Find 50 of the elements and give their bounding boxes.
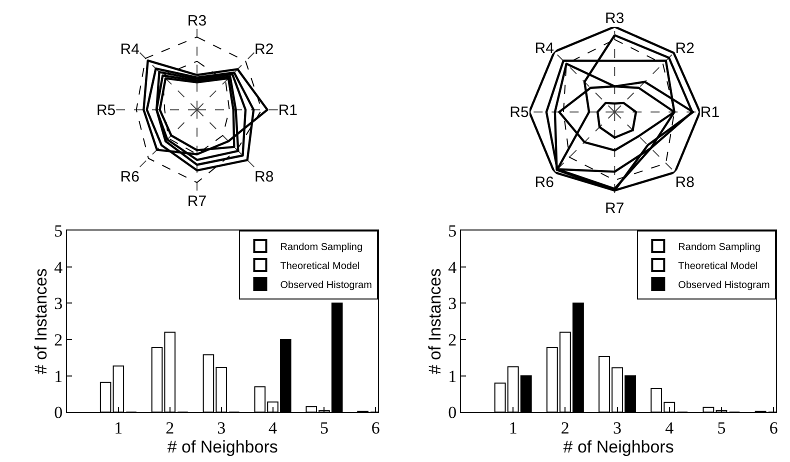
x-tick-label: 6 (371, 418, 380, 438)
x-tick-label: 3 (613, 418, 622, 438)
x-tick-label: 1 (114, 418, 123, 438)
legend-label: Random Sampling (678, 242, 760, 253)
spoke-label: R7 (605, 200, 624, 217)
y-tick-label: 3 (54, 294, 63, 314)
x-axis-title: # of Neighbors (167, 438, 278, 457)
spoke-label: R7 (187, 193, 207, 210)
y-tick-label: 0 (54, 403, 63, 422)
x-tick-label: 5 (320, 418, 328, 438)
y-tick-label: 2 (448, 330, 457, 350)
y-tick-label: 4 (448, 258, 458, 277)
y-axis-title: # of Instances (426, 268, 445, 374)
y-tick-label: 4 (54, 258, 64, 277)
x-tick-label: 2 (560, 418, 570, 438)
x-tick-label: 2 (166, 418, 174, 438)
spoke-label: R6 (534, 174, 554, 191)
x-axis-title: # of Neighbors (563, 438, 674, 457)
y-axis-title: # of Instances (32, 268, 51, 374)
spoke-label: R1 (700, 104, 720, 122)
legend-label: Theoretical Model (280, 260, 360, 272)
x-tick-label: 1 (508, 418, 518, 438)
spoke-label: R2 (675, 40, 694, 57)
legend-label: Theoretical Model (678, 260, 758, 272)
spoke-label: R2 (254, 40, 274, 58)
spoke-label: R6 (120, 168, 140, 186)
spoke-label: R8 (254, 168, 274, 186)
y-tick-label: 1 (448, 366, 457, 386)
spoke-label: R5 (510, 104, 529, 122)
y-tick-label: 0 (448, 403, 457, 422)
x-tick-label: 5 (717, 418, 726, 438)
y-tick-label: 5 (448, 221, 457, 240)
spoke-label: R5 (96, 102, 116, 120)
y-tick-label: 3 (448, 294, 457, 314)
spoke-label: R8 (675, 174, 694, 191)
y-tick-label: 1 (54, 366, 63, 386)
y-tick-label: 5 (54, 221, 63, 240)
legend-label: Observed Histogram (280, 280, 372, 291)
spoke-label: R3 (187, 12, 207, 30)
x-tick-label: 3 (217, 418, 226, 438)
x-tick-label: 6 (769, 418, 778, 438)
spoke-label: R3 (605, 10, 624, 28)
x-tick-label: 4 (268, 418, 278, 438)
legend-label: Random Sampling (280, 242, 363, 253)
legend-label: Observed Histogram (678, 280, 770, 291)
spoke-label: R4 (534, 40, 554, 57)
x-tick-label: 4 (665, 418, 674, 438)
y-tick-label: 2 (54, 330, 63, 350)
spoke-label: R4 (120, 40, 140, 58)
spoke-label: R1 (278, 102, 298, 120)
